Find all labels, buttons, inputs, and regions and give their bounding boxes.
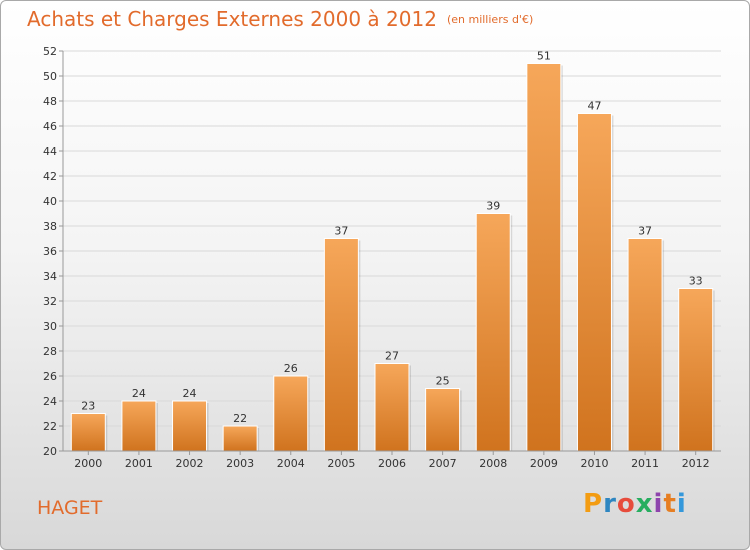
bar-value-label: 37 xyxy=(638,225,652,238)
logo-letter: o xyxy=(616,489,636,519)
y-tick-label: 32 xyxy=(43,295,57,308)
y-tick-label: 36 xyxy=(43,245,57,258)
bar-value-label: 37 xyxy=(334,225,348,238)
bar xyxy=(678,288,714,452)
bar xyxy=(526,63,562,452)
x-tick-label: 2007 xyxy=(429,457,457,470)
chart-subtitle: (en milliers d'€) xyxy=(446,13,534,26)
bar xyxy=(273,375,309,452)
x-tick-label: 2006 xyxy=(378,457,406,470)
logo-letter: P xyxy=(583,489,604,519)
bar-value-label: 47 xyxy=(587,100,601,113)
y-tick-label: 26 xyxy=(43,370,57,383)
bar-value-label: 51 xyxy=(537,50,551,63)
y-tick-label: 24 xyxy=(43,395,57,408)
x-tick-label: 2011 xyxy=(631,457,659,470)
x-tick-label: 2009 xyxy=(530,457,558,470)
y-tick-label: 22 xyxy=(43,420,57,433)
x-tick-label: 2004 xyxy=(277,457,305,470)
x-axis: 2000 2001 2002 2003 2004 2005 2006 2007 2008 2009… xyxy=(63,450,721,470)
proxiti-logo[interactable]: Proxiti xyxy=(583,489,687,519)
bar xyxy=(70,413,106,452)
logo-letter: i xyxy=(653,489,664,519)
chart-title-text: Achats et Charges Externes 2000 à 2012 xyxy=(27,7,437,31)
bar-value-label: 25 xyxy=(436,375,450,388)
bar xyxy=(172,400,208,452)
bar xyxy=(576,113,612,452)
y-tick-label: 30 xyxy=(43,320,57,333)
logo-letter: x xyxy=(635,489,654,519)
y-tick-label: 46 xyxy=(43,120,57,133)
y-tick-label: 44 xyxy=(43,145,57,158)
chart-title: Achats et Charges Externes 2000 à 2012 (e… xyxy=(27,7,533,31)
x-tick-label: 2003 xyxy=(226,457,254,470)
bar xyxy=(475,213,511,452)
bar xyxy=(222,425,258,452)
bar-value-label: 39 xyxy=(486,200,500,213)
y-tick-label: 20 xyxy=(43,445,57,458)
x-tick-label: 2001 xyxy=(125,457,153,470)
bar xyxy=(425,388,461,452)
y-tick-label: 50 xyxy=(43,70,57,83)
y-tick-label: 40 xyxy=(43,195,57,208)
logo-letter: t xyxy=(663,489,677,519)
bar xyxy=(323,238,359,452)
bar-value-label: 24 xyxy=(132,387,146,400)
y-tick-label: 48 xyxy=(43,95,57,108)
y-axis: 20 22 24 26 28 30 32 34 36 38 40 42 44 46 48 50 52 xyxy=(43,45,64,458)
x-tick-label: 2005 xyxy=(327,457,355,470)
bar-value-label: 23 xyxy=(81,400,95,413)
bar-value-label: 33 xyxy=(689,275,703,288)
bar-value-label: 22 xyxy=(233,412,247,425)
y-tick-label: 38 xyxy=(43,220,57,233)
bar-value-label: 27 xyxy=(385,350,399,363)
x-tick-label: 2002 xyxy=(176,457,204,470)
y-tick-label: 42 xyxy=(43,170,57,183)
bar xyxy=(121,400,157,452)
logo-letter: i xyxy=(676,489,687,519)
x-tick-label: 2008 xyxy=(479,457,507,470)
x-tick-label: 2010 xyxy=(580,457,608,470)
logo-letter: r xyxy=(603,489,617,519)
bar-value-label: 26 xyxy=(284,362,298,375)
bar-value-label: 24 xyxy=(183,387,197,400)
bars: 23 24 24 22 26 37 27 25 39 51 47 37 33 xyxy=(70,50,715,452)
bar xyxy=(374,363,410,452)
y-tick-label: 34 xyxy=(43,270,57,283)
city-name: HAGET xyxy=(37,497,103,519)
x-tick-label: 2000 xyxy=(74,457,102,470)
y-tick-label: 28 xyxy=(43,345,57,358)
bar xyxy=(627,238,663,452)
y-tick-label: 52 xyxy=(43,45,57,58)
x-tick-label: 2012 xyxy=(682,457,710,470)
